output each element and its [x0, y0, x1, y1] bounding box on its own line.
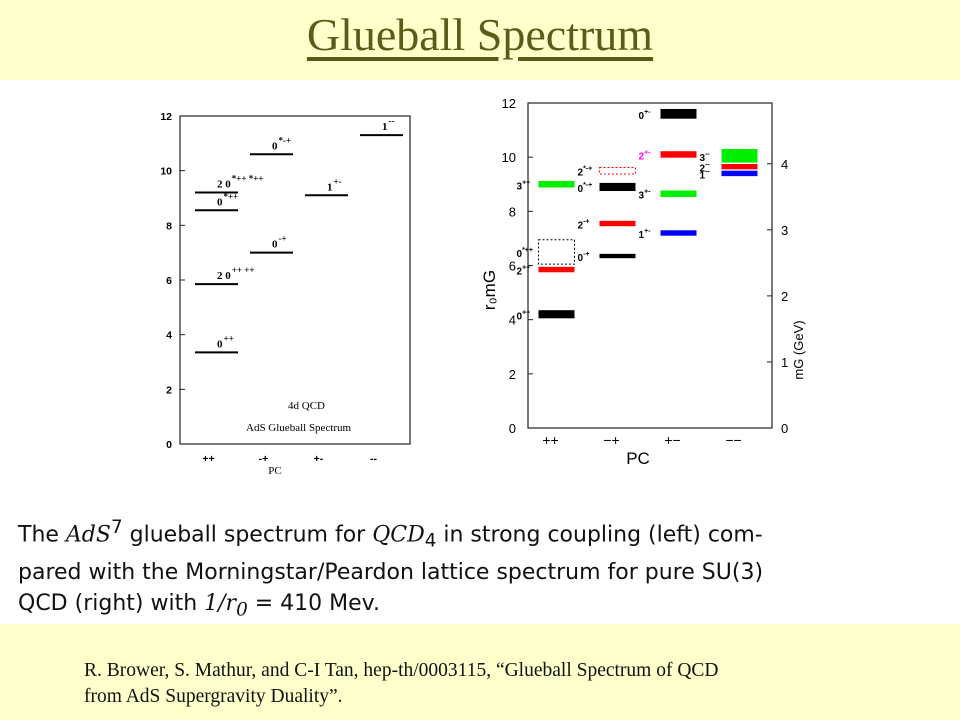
right-level-label: 2*-+: [578, 166, 593, 179]
left-x-tick-label: +-: [314, 453, 324, 465]
left-level-label: 1--: [382, 116, 395, 133]
right-level-label: 3++: [517, 179, 531, 192]
right-level-label: 0+-: [639, 109, 652, 122]
right-y-axis-label: r₀mG: [480, 270, 499, 310]
citation-line-1: R. Brower, S. Mathur, and C-I Tan, hep-t…: [84, 660, 719, 681]
left-x-axis-label: PC: [268, 465, 281, 477]
right-level-label: 2++: [517, 265, 531, 278]
right-x-tick-label: −−: [725, 432, 741, 448]
right-y2-tick-label: 4: [781, 157, 788, 172]
right-level-box: [721, 170, 758, 177]
right-x-axis-label: PC: [626, 449, 650, 468]
citation: R. Brower, S. Mathur, and C-I Tan, hep-t…: [84, 658, 904, 710]
right-y-tick-label: 10: [502, 150, 516, 165]
right-level-box: [660, 190, 697, 197]
left-x-tick-label: ++: [202, 453, 214, 465]
right-y2-tick-label: 1: [781, 355, 788, 370]
right-level-box: [538, 181, 575, 188]
right-level-box: [660, 151, 697, 158]
right-y2-tick-label: 2: [781, 289, 788, 304]
caption-line-2: pared with the Morningstar/Peardon latti…: [18, 559, 764, 585]
left-chart: 0 2 4 6 8 10 12 ++ -+ +- -- PC 0++ 2 0++ ++ 0*++2 0*++…: [160, 111, 411, 477]
left-y-tick-label: 2: [166, 384, 172, 396]
right-level-label: 1+-: [639, 228, 652, 241]
left-level-label: 2 0++ ++: [217, 265, 255, 282]
right-level-box: [538, 266, 575, 273]
right-level-label: 1--: [700, 168, 711, 181]
left-level-label: 2 0*++ *++: [217, 174, 264, 191]
right-y-tick-label: 2: [509, 367, 516, 382]
left-level-label: 0*-+: [272, 135, 291, 152]
right-level-label: 0*-+: [578, 182, 593, 195]
right-level-label: 2--: [700, 162, 711, 175]
figure-caption: The AdS7 glueball spectrum for QCD4 in s…: [18, 512, 943, 625]
left-y-tick-label: 6: [166, 275, 172, 287]
left-legend-text: 4d QCD: [288, 400, 325, 412]
right-level-label: 3+-: [639, 189, 652, 202]
right-y-tick-label: 8: [509, 204, 516, 219]
right-level-box: [599, 182, 636, 192]
slide-title: Glueball Spectrum: [306, 9, 654, 60]
left-y-tick-label: 4: [166, 330, 172, 342]
left-x-tick-label: --: [370, 453, 377, 465]
right-y2-tick-label: 3: [781, 223, 788, 238]
left-level-label: 1+-: [327, 176, 342, 193]
right-y-tick-label: 0: [509, 421, 516, 436]
left-level-label: 0*++: [217, 191, 238, 208]
right-level-label: 0++: [517, 309, 531, 322]
citation-line-2: from AdS Supergravity Duality”.: [84, 686, 343, 707]
right-y-tick-label: 6: [509, 259, 516, 274]
left-legend-text: AdS Glueball Spectrum: [246, 422, 352, 434]
left-y-tick-label: 0: [166, 439, 172, 451]
right-y2-tick-label: 0: [781, 421, 788, 436]
right-level-label: 0*++: [517, 247, 533, 260]
right-x-tick-label: −+: [603, 432, 619, 448]
left-level-label: 0++: [217, 333, 234, 350]
left-level-label: 0-+: [272, 234, 287, 251]
right-x-tick-label: ++: [542, 432, 558, 448]
right-y-tick-label: 4: [509, 313, 516, 328]
right-level-label: 2-+: [578, 219, 590, 232]
figure-panel: [0, 80, 960, 624]
left-y-tick-label: 10: [160, 166, 172, 178]
right-x-tick-label: +−: [664, 432, 680, 448]
right-level-box: [721, 149, 758, 163]
right-level-box: [660, 230, 697, 236]
right-level-label: 3--: [700, 151, 711, 164]
left-y-tick-label: 12: [160, 111, 172, 123]
right-level-box: [538, 239, 575, 265]
right-level-box: [538, 310, 575, 319]
caption-line-3: QCD (right) with 1/r0 = 410 Mev.: [18, 590, 380, 621]
right-level-box: [721, 163, 758, 170]
right-level-box: [599, 220, 636, 227]
right-level-label: 0-+: [578, 251, 590, 264]
right-y2-axis-label: mG (GeV): [791, 320, 806, 379]
right-level-box: [599, 166, 636, 175]
left-plot-frame: [179, 115, 411, 445]
right-level-box: [660, 108, 697, 119]
left-y-tick-label: 8: [166, 220, 172, 232]
right-y-tick-label: 12: [502, 96, 516, 111]
right-level-box: [599, 253, 636, 259]
right-level-label: 2+-: [639, 149, 652, 162]
left-x-tick-label: -+: [259, 453, 269, 465]
caption-line-1: The AdS7 glueball spectrum for QCD4 in s…: [18, 517, 763, 552]
